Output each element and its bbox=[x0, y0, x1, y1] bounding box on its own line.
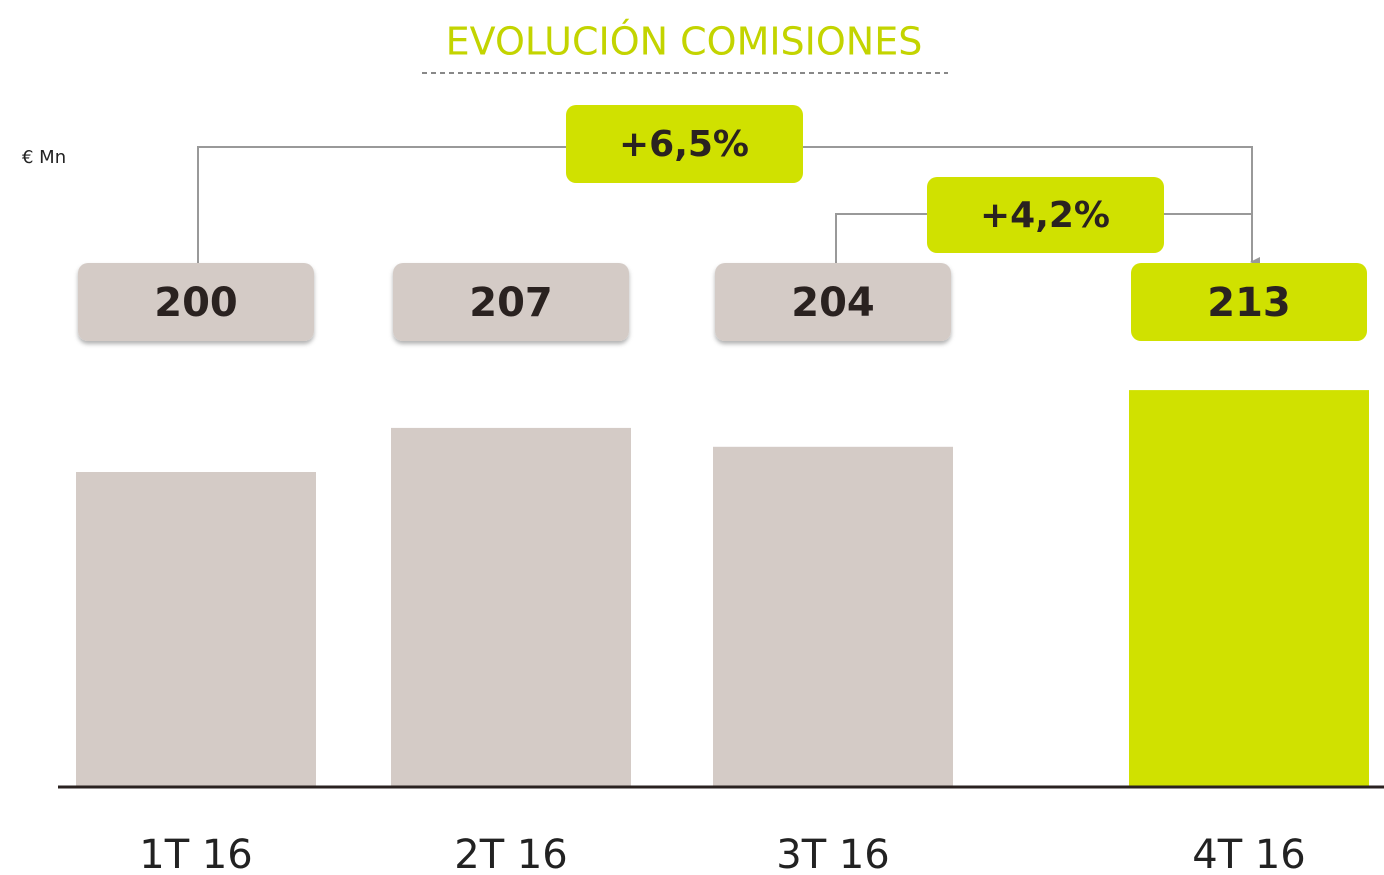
bar bbox=[1129, 390, 1369, 787]
value-label: 213 bbox=[1207, 280, 1291, 326]
annotation-box bbox=[927, 177, 1164, 253]
value-box bbox=[715, 263, 951, 341]
x-tick-label: 4T 16 bbox=[1192, 832, 1306, 875]
annotation-box bbox=[566, 105, 803, 183]
chart-title: EVOLUCIÓN COMISIONES bbox=[446, 20, 923, 64]
value-box bbox=[393, 263, 629, 341]
value-box bbox=[1131, 263, 1367, 341]
value-label: 200 bbox=[154, 280, 238, 326]
x-tick-label: 2T 16 bbox=[454, 832, 568, 875]
bar bbox=[391, 427, 631, 787]
annotation: +4,2% bbox=[980, 195, 1110, 236]
value-box bbox=[78, 263, 314, 341]
bar bbox=[713, 446, 953, 787]
x-tick-label: 3T 16 bbox=[776, 832, 890, 875]
y-axis-label: € Mn bbox=[22, 147, 66, 168]
annotation: +6,5% bbox=[619, 124, 749, 165]
x-tick-label: 1T 16 bbox=[139, 832, 253, 875]
value-label: 204 bbox=[791, 280, 875, 326]
bar bbox=[76, 472, 316, 787]
value-label: 207 bbox=[469, 280, 553, 326]
